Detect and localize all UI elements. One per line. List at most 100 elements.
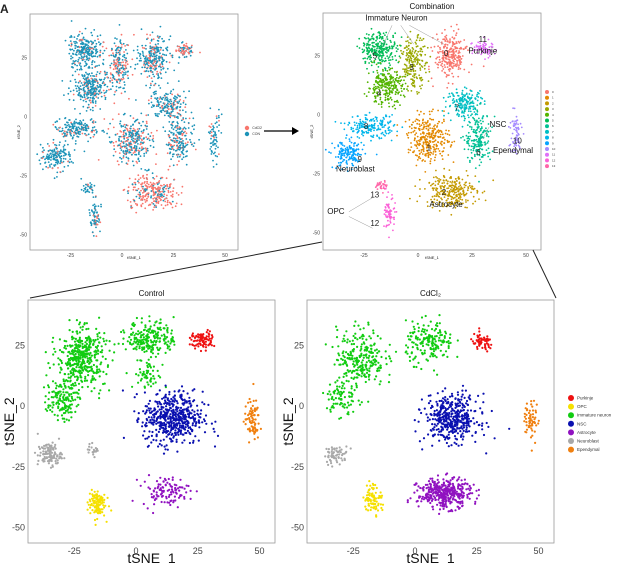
data-point (92, 55, 95, 58)
data-point (127, 97, 130, 100)
data-point (97, 38, 99, 40)
data-point (156, 113, 159, 115)
data-point (91, 219, 94, 222)
data-point (463, 119, 466, 122)
data-point (61, 129, 64, 132)
data-point (150, 67, 153, 69)
data-point (361, 148, 364, 151)
data-point (153, 93, 156, 96)
data-point (134, 67, 136, 70)
data-point (93, 126, 96, 128)
data-point (70, 160, 73, 163)
data-point (50, 156, 53, 159)
data-point (119, 80, 121, 82)
data-point (59, 171, 62, 173)
data-point (209, 148, 212, 150)
data-point (193, 128, 195, 131)
data-point (384, 67, 387, 70)
data-point (467, 139, 470, 142)
data-point (441, 62, 443, 65)
data-point (388, 89, 391, 92)
data-point (382, 54, 385, 57)
data-point (91, 126, 94, 129)
data-point (127, 138, 129, 141)
data-point (452, 65, 455, 67)
data-point (163, 54, 166, 56)
data-point (76, 90, 78, 93)
data-point (401, 75, 404, 78)
data-point (69, 133, 72, 136)
data-point (188, 90, 191, 93)
data-point (392, 125, 395, 127)
data-point (437, 131, 440, 134)
data-point (50, 155, 53, 157)
data-point (436, 193, 439, 195)
data-point (156, 183, 159, 186)
data-point (358, 47, 361, 49)
data-point (131, 183, 134, 186)
data-point (183, 51, 186, 54)
data-point (365, 37, 367, 40)
data-point (429, 123, 431, 125)
data-point (47, 166, 49, 169)
data-point (112, 126, 115, 129)
data-point (144, 60, 147, 63)
data-point (89, 214, 91, 217)
data-point (468, 71, 470, 74)
data-point (479, 158, 481, 161)
data-point (175, 116, 178, 119)
data-point (63, 166, 66, 168)
data-point (459, 40, 462, 43)
data-point (80, 67, 82, 70)
data-point (210, 134, 213, 137)
data-point (180, 192, 183, 194)
data-point (369, 58, 371, 61)
data-point (218, 153, 220, 156)
data-point (128, 135, 131, 138)
data-point (416, 109, 419, 112)
data-point (463, 115, 466, 118)
data-point (156, 50, 159, 53)
data-point (94, 100, 97, 103)
data-point (434, 148, 436, 151)
data-point (126, 129, 129, 132)
data-point (373, 129, 375, 132)
data-point (455, 32, 458, 34)
data-point (449, 68, 452, 70)
data-point (134, 153, 137, 156)
data-point (156, 198, 159, 201)
data-point (102, 58, 105, 61)
data-point (41, 157, 44, 160)
data-point (476, 104, 479, 106)
data-point (443, 114, 445, 117)
data-point (155, 200, 158, 203)
data-point (451, 184, 454, 187)
data-point (426, 135, 429, 138)
data-point (131, 153, 133, 156)
data-point (62, 146, 65, 148)
data-point (85, 79, 88, 82)
data-point (181, 158, 184, 161)
data-point (120, 149, 123, 152)
data-point (475, 138, 478, 141)
data-point (212, 125, 215, 127)
data-point (123, 64, 125, 67)
data-point (125, 132, 127, 135)
data-point (421, 153, 424, 155)
data-point (126, 128, 129, 131)
data-point (378, 84, 381, 87)
data-point (157, 77, 159, 80)
data-point (52, 155, 55, 158)
data-point (453, 185, 456, 188)
data-point (440, 131, 443, 134)
data-point (143, 152, 146, 155)
data-point (420, 137, 422, 140)
data-point (154, 197, 156, 199)
data-point (388, 102, 390, 104)
data-point (80, 55, 83, 58)
data-point (64, 123, 67, 126)
data-point (188, 117, 191, 120)
data-point (161, 60, 164, 63)
data-point (474, 107, 476, 110)
data-point (151, 71, 154, 73)
